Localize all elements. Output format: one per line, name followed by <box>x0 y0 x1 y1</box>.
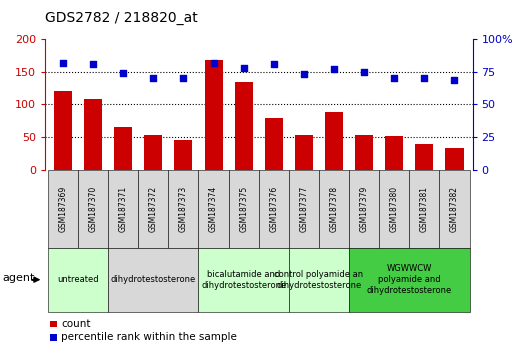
Text: GSM187371: GSM187371 <box>119 186 128 232</box>
Text: GSM187372: GSM187372 <box>149 186 158 232</box>
Point <box>149 75 157 81</box>
Bar <box>144 135 162 170</box>
Text: GSM187378: GSM187378 <box>329 186 338 232</box>
Bar <box>355 135 373 170</box>
Text: bicalutamide and
dihydrotestosterone: bicalutamide and dihydrotestosterone <box>201 270 286 290</box>
Bar <box>385 136 403 170</box>
Text: GSM187377: GSM187377 <box>299 186 308 232</box>
Point <box>179 75 187 81</box>
Bar <box>174 141 193 170</box>
Point <box>330 66 338 72</box>
Point <box>300 72 308 77</box>
Point <box>270 61 278 67</box>
Text: GSM187374: GSM187374 <box>209 186 218 232</box>
Point <box>59 60 67 65</box>
Text: GSM187369: GSM187369 <box>59 186 68 232</box>
Text: GSM187370: GSM187370 <box>89 186 98 232</box>
Bar <box>325 112 343 170</box>
Text: percentile rank within the sample: percentile rank within the sample <box>61 332 237 342</box>
Bar <box>114 127 132 170</box>
Bar <box>204 60 223 170</box>
Text: count: count <box>61 319 91 329</box>
Text: GSM187381: GSM187381 <box>420 186 429 232</box>
Point <box>390 75 399 81</box>
Point <box>89 61 97 67</box>
Text: dihydrotestosterone: dihydrotestosterone <box>111 275 196 284</box>
Text: GDS2782 / 218820_at: GDS2782 / 218820_at <box>45 11 197 25</box>
Text: GSM187376: GSM187376 <box>269 186 278 232</box>
Bar <box>446 148 464 170</box>
Point <box>239 65 248 70</box>
Point <box>450 77 459 82</box>
Point <box>119 70 127 76</box>
Text: untreated: untreated <box>57 275 99 284</box>
Text: WGWWCW
polyamide and
dihydrotestosterone: WGWWCW polyamide and dihydrotestosterone <box>366 264 452 295</box>
Bar <box>84 99 102 170</box>
Text: control polyamide an
dihydrotestosterone: control polyamide an dihydrotestosterone <box>275 270 363 290</box>
Text: GSM187373: GSM187373 <box>179 186 188 232</box>
Bar <box>265 118 283 170</box>
Text: GSM187379: GSM187379 <box>360 186 369 232</box>
Text: GSM187375: GSM187375 <box>239 186 248 232</box>
Bar <box>295 135 313 170</box>
Text: GSM187380: GSM187380 <box>390 186 399 232</box>
Bar <box>54 91 72 170</box>
Bar <box>416 144 433 170</box>
Point <box>209 60 218 65</box>
Point <box>420 75 429 81</box>
Point <box>360 69 369 75</box>
Text: GSM187382: GSM187382 <box>450 186 459 232</box>
Bar <box>234 82 253 170</box>
Text: agent: agent <box>3 273 35 283</box>
